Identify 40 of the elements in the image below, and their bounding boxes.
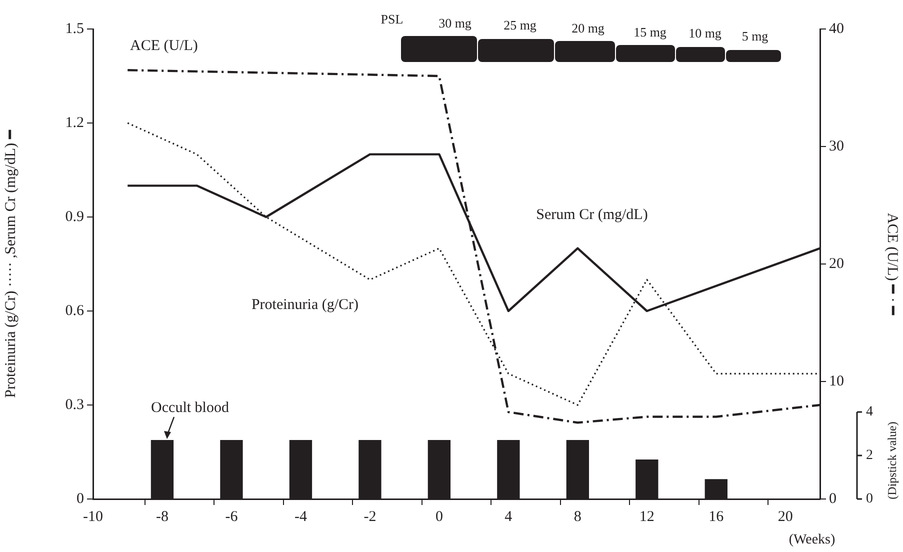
- x-tick-label: -10: [83, 508, 103, 525]
- y-tick-label: 1.5: [65, 20, 84, 37]
- y-axis-title: Proteinuria (g/Cr) ····· ,Serum Cr (mg/dL) ━: [2, 129, 19, 398]
- x-tick-label: 8: [574, 508, 582, 525]
- y2-axis-title: ACE (U/L) ━ · ━: [884, 212, 900, 316]
- annotation: 30 mg: [438, 15, 472, 30]
- x-tick-label: -8: [156, 508, 168, 525]
- x-tick-label: -4: [294, 508, 308, 525]
- x-tick-label: 16: [708, 508, 724, 525]
- y-tick-label: 0.3: [65, 396, 84, 413]
- y-tick-label: 1.2: [65, 114, 84, 131]
- annotation: 10 mg: [688, 25, 722, 40]
- series-label: Occult blood: [151, 400, 230, 416]
- y2-tick-label: 0: [829, 490, 836, 507]
- x-tick-label: 20: [778, 508, 793, 525]
- x-tick-label: -6: [225, 508, 238, 525]
- y2-tick-label: 40: [829, 20, 844, 37]
- annotation: 5 mg: [742, 28, 769, 44]
- y3-tick-label: 4: [866, 404, 873, 420]
- text: Serum Cr (mg/dL): [536, 206, 648, 223]
- y-tick-label: 0.6: [65, 302, 84, 319]
- y-tick-label: 0.9: [65, 208, 84, 225]
- series-label: ACE (U/L): [130, 38, 198, 54]
- annotation: 20 mg: [572, 20, 605, 36]
- y-tick-label: 0: [76, 490, 84, 507]
- annotation: 25 mg: [504, 17, 537, 32]
- y3-axis-title: (Dipstick value): [885, 422, 900, 500]
- y2-tick-label: 10: [829, 373, 844, 390]
- y3-tick-label: 2: [866, 448, 873, 464]
- x-axis-title: (Weeks): [788, 532, 836, 548]
- series-label: Proteinuria (g/Cr): [251, 296, 359, 313]
- annotation: 15 mg: [634, 24, 667, 40]
- x-tick-label: -2: [364, 508, 376, 525]
- x-tick-label: 12: [639, 508, 654, 525]
- x-tick-label: 0: [435, 508, 443, 525]
- y3-tick-label: 0: [866, 492, 873, 507]
- y2-tick-label: 30: [829, 138, 844, 154]
- y2-tick-label: 20: [829, 256, 844, 272]
- text: PSL: [380, 11, 404, 26]
- x-tick-label: 4: [504, 508, 513, 525]
